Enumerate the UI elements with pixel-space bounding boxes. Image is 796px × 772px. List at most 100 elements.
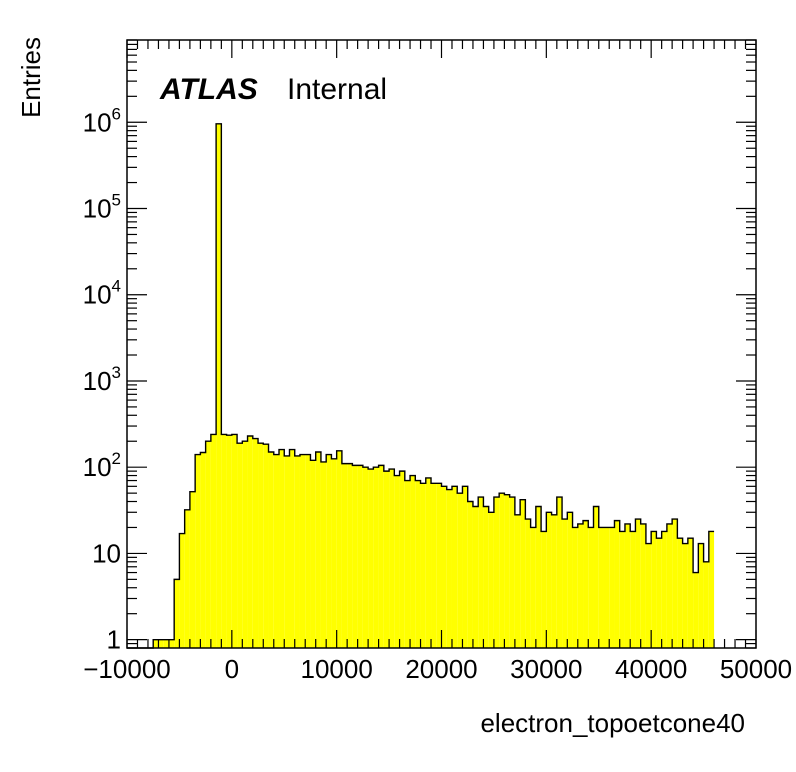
histogram-bin: [205, 441, 211, 648]
histogram-bin: [394, 475, 400, 648]
histogram-bin: [698, 543, 704, 648]
x-tick-label: 30000: [510, 654, 582, 684]
histogram-bin: [184, 509, 190, 648]
histogram-bin: [451, 486, 458, 648]
histogram-bin: [231, 434, 238, 648]
x-tick-label: −10000: [83, 654, 170, 684]
histogram-bin: [174, 579, 180, 648]
histogram-bin: [656, 538, 662, 648]
histogram-bin: [588, 527, 594, 648]
histogram-bin: [431, 483, 437, 648]
histogram-bin: [478, 497, 484, 648]
histogram-bin: [179, 533, 185, 648]
histogram-bin: [619, 531, 625, 648]
histogram-outline: [127, 123, 715, 649]
histogram-bin: [546, 512, 552, 648]
histogram-bin: [493, 497, 500, 648]
histogram-bin: [357, 465, 363, 648]
y-tick-label: 10: [92, 538, 121, 568]
histogram-bin: [446, 489, 452, 648]
y-tick-label: 106: [83, 104, 121, 137]
histogram-bin: [572, 527, 578, 648]
histogram-bin: [373, 467, 379, 648]
histogram-bin: [410, 475, 416, 648]
histogram-series: [127, 123, 715, 649]
histogram-bin: [525, 519, 531, 648]
histogram-bin: [341, 463, 348, 648]
y-tick-label: 105: [83, 191, 121, 224]
histogram-bin: [326, 454, 332, 648]
histogram-bin: [320, 461, 327, 648]
histogram-bin: [514, 514, 521, 648]
x-tick-label: 20000: [405, 654, 477, 684]
histogram-bin: [640, 523, 646, 648]
axis-ticks: [126, 39, 757, 649]
histogram-bin: [195, 454, 201, 648]
histogram-bin: [504, 494, 510, 648]
y-tick-labels: 1 10 102 103 104 105 106: [83, 104, 121, 654]
histogram-bin: [399, 471, 405, 648]
histogram-bin: [331, 458, 337, 648]
histogram-bin: [645, 543, 652, 648]
histogram-bin: [237, 443, 243, 648]
histogram-bin: [624, 523, 631, 648]
histogram-bin: [420, 483, 426, 648]
x-tick-label: 0: [225, 654, 239, 684]
histogram-bin: [221, 434, 227, 648]
histogram-bin: [441, 486, 447, 648]
histogram-bin: [520, 499, 526, 648]
histogram-bin: [268, 452, 274, 648]
histogram-bin: [499, 493, 505, 648]
histogram-bin: [457, 493, 463, 648]
y-tick-label: 1: [107, 625, 121, 655]
histogram-bin: [153, 639, 159, 648]
histogram-bin: [252, 438, 259, 648]
histogram-bin: [336, 450, 342, 648]
histogram-bin: [609, 527, 615, 648]
histogram-bin: [530, 527, 536, 648]
histogram-bin: [310, 460, 316, 648]
histogram-bin: [273, 454, 280, 648]
histogram-bin: [693, 572, 699, 648]
histogram-bin: [708, 531, 715, 648]
x-tick-label: 40000: [615, 654, 687, 684]
histogram-bin: [263, 444, 269, 648]
histogram-bin: [462, 486, 468, 648]
histogram-bin: [305, 454, 311, 648]
y-tick-label: 104: [83, 277, 121, 310]
histogram-bin: [163, 639, 169, 648]
histogram-bin: [567, 512, 573, 648]
x-axis-title: electron_topoetcone40: [480, 708, 745, 738]
histogram-bin: [168, 639, 175, 648]
histogram-bin: [593, 506, 599, 648]
histogram-bin: [284, 455, 290, 648]
y-axis-title: Entries: [16, 37, 46, 118]
histogram-bin: [666, 523, 673, 648]
atlas-label: ATLAS: [159, 73, 258, 106]
histogram-bin: [226, 435, 232, 648]
histogram-bin: [630, 531, 636, 648]
histogram-bin: [189, 491, 196, 648]
histogram-bin: [551, 514, 557, 648]
histogram-bin: [368, 469, 374, 648]
histogram-bin: [279, 449, 285, 648]
histogram-bin: [541, 531, 547, 648]
histogram-bin: [378, 465, 384, 648]
histogram-bin: [289, 449, 295, 648]
histogram-bin: [672, 519, 678, 648]
histogram-bin: [216, 123, 222, 649]
histogram-bin: [687, 538, 694, 648]
x-tick-labels: −10000 0 10000 20000 30000 40000 50000: [83, 654, 792, 684]
histogram-bin: [661, 531, 667, 648]
histogram-bin: [562, 519, 568, 648]
histogram-bin: [389, 469, 395, 648]
histogram-bin: [210, 434, 217, 648]
histogram-bin: [535, 506, 542, 648]
histogram-bin: [583, 520, 589, 648]
histogram-bin: [577, 523, 584, 648]
histogram-bin: [614, 520, 620, 648]
histogram-bin: [703, 561, 709, 648]
histogram-bin: [425, 477, 432, 648]
histogram-bin: [598, 527, 604, 648]
